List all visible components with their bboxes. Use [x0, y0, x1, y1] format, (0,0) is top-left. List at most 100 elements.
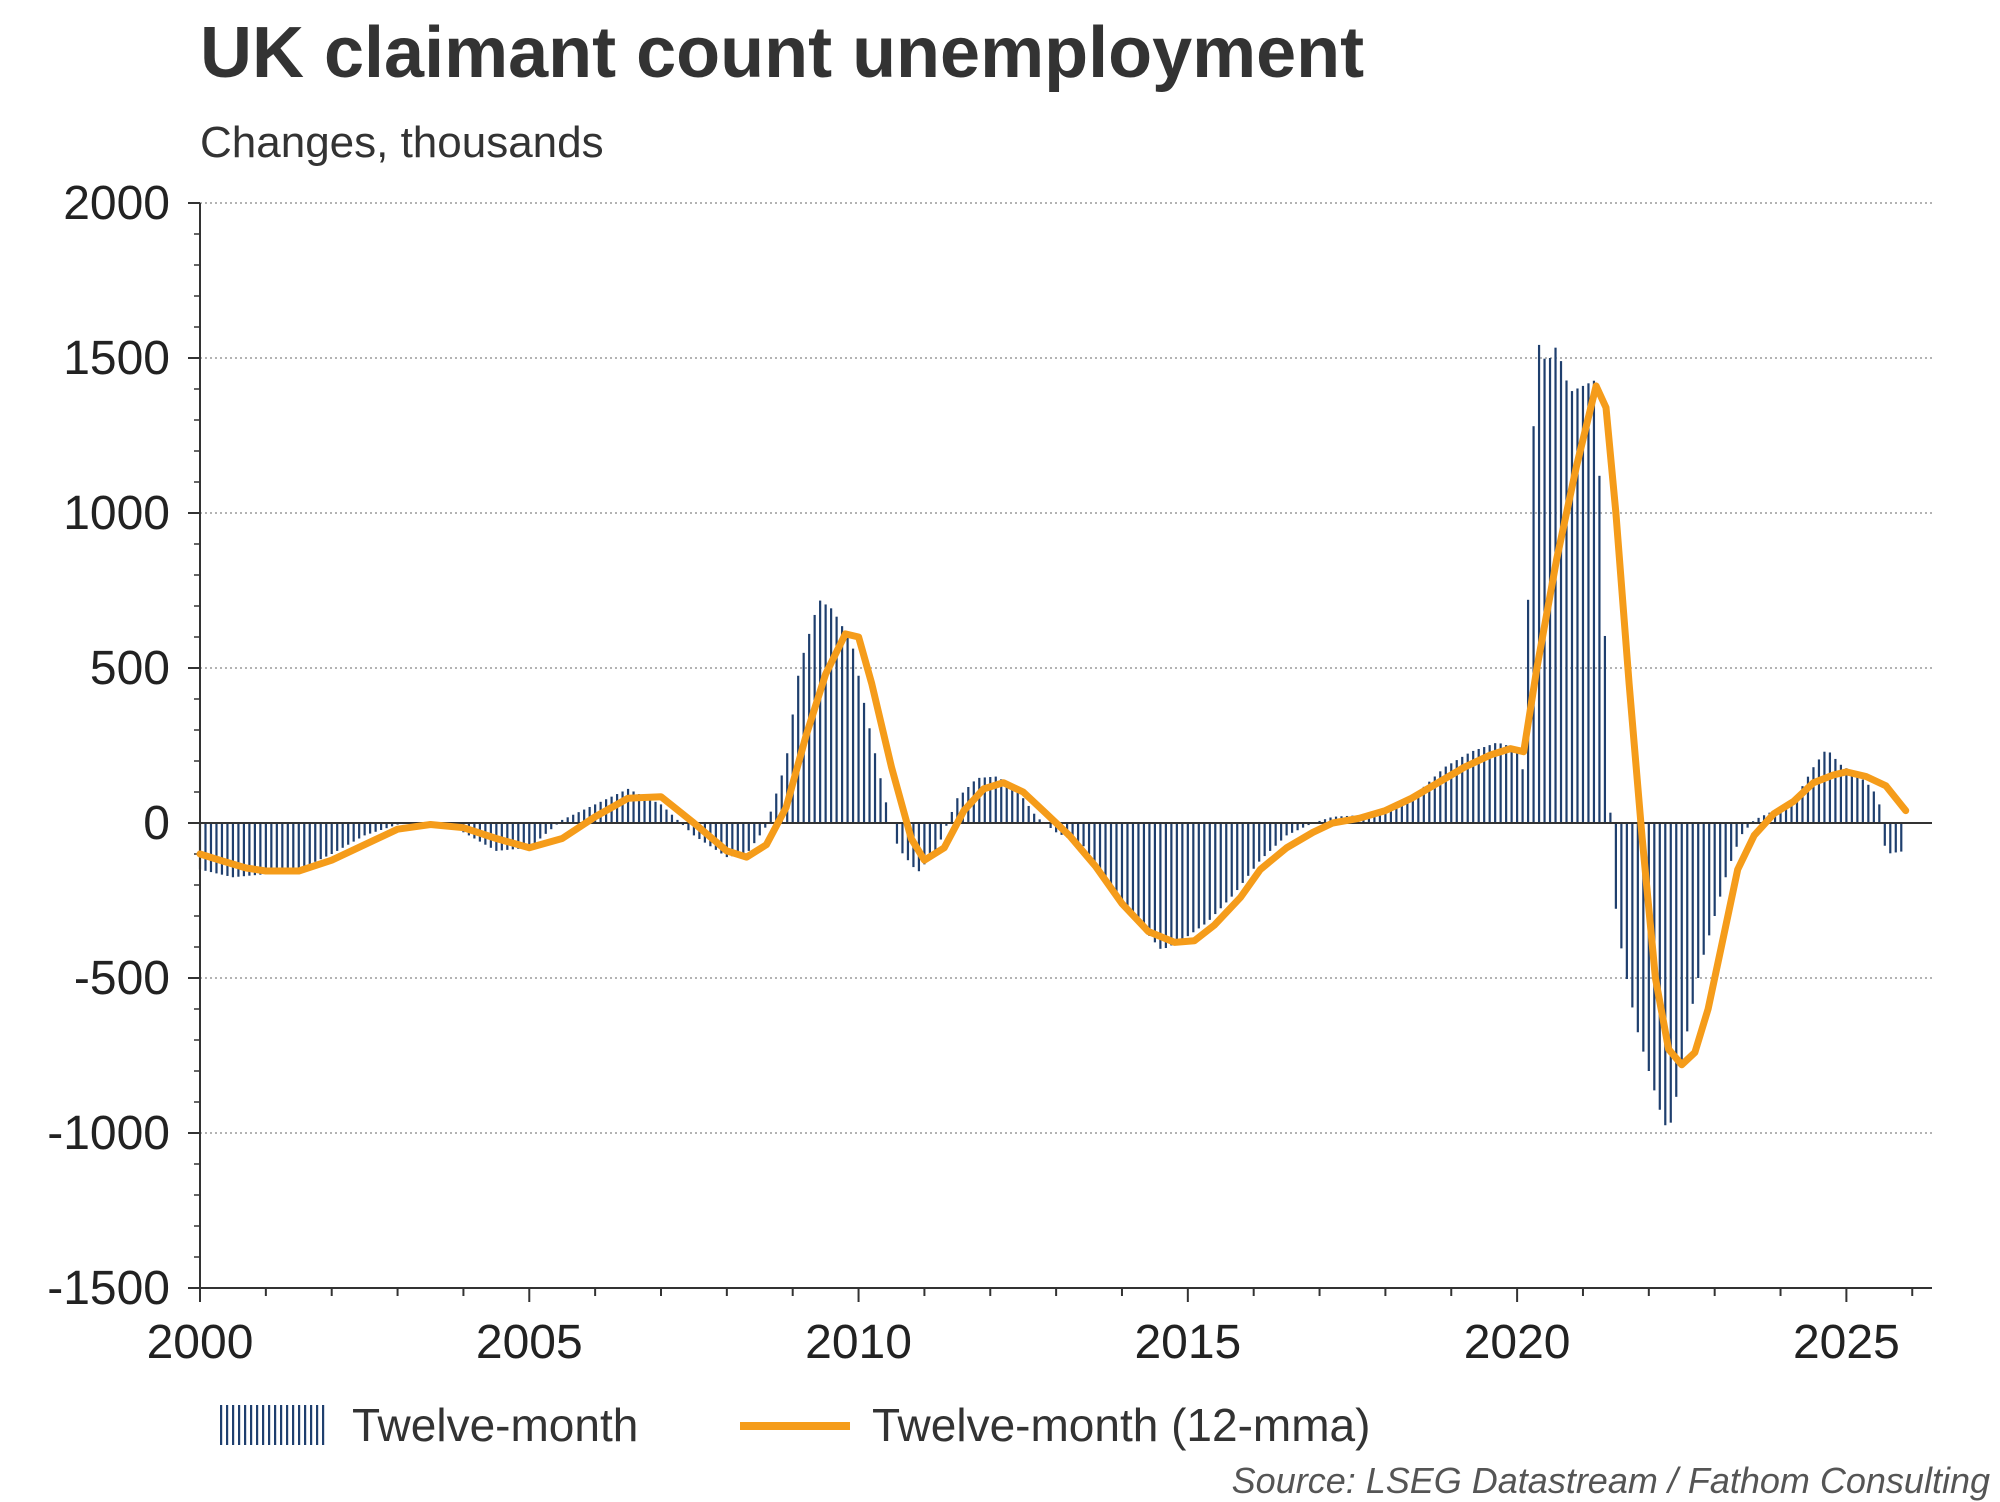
bar — [945, 823, 948, 826]
bar — [1098, 823, 1102, 870]
bar — [1241, 823, 1244, 883]
bar — [1730, 823, 1733, 861]
bar — [901, 823, 904, 854]
bar — [1609, 812, 1612, 823]
bar — [1378, 809, 1382, 823]
bar — [1483, 747, 1486, 823]
bar — [1790, 802, 1793, 823]
bar — [1142, 823, 1146, 930]
bar — [1889, 823, 1892, 854]
gridlines — [200, 202, 1932, 1134]
bar — [714, 823, 717, 850]
bar — [1631, 823, 1634, 1008]
bar — [522, 823, 525, 849]
bar — [1883, 823, 1886, 846]
bar — [1642, 823, 1645, 1052]
bar — [637, 794, 641, 823]
bar — [626, 788, 630, 823]
bar — [1680, 823, 1683, 1066]
bar — [720, 823, 723, 854]
bar — [1422, 786, 1425, 823]
bar — [1806, 776, 1810, 823]
bar — [1647, 823, 1650, 1071]
bar — [1274, 823, 1277, 846]
bar — [1839, 764, 1842, 823]
y-tick-label: 500 — [90, 642, 170, 695]
bar — [220, 823, 224, 875]
bar — [1581, 385, 1585, 823]
bar — [204, 823, 207, 871]
bar — [1559, 361, 1563, 823]
bar — [1400, 799, 1403, 823]
bar-series-twelve-month — [198, 344, 1903, 1126]
bar — [286, 823, 289, 872]
bar — [1016, 790, 1019, 823]
bar — [676, 819, 679, 823]
line-series-12mma — [196, 382, 1910, 1069]
bar — [742, 823, 745, 855]
bar — [1076, 823, 1080, 843]
bar — [297, 823, 300, 870]
bar — [1318, 820, 1321, 823]
bar — [835, 616, 838, 823]
bar — [1269, 823, 1272, 851]
bar — [1170, 823, 1173, 946]
bar — [1494, 743, 1497, 823]
bar — [1516, 748, 1519, 823]
source-note: Source: LSEG Datastream / Fathom Consult… — [1231, 1460, 1990, 1501]
bar — [956, 798, 959, 823]
bar — [1724, 823, 1727, 878]
bar — [1746, 823, 1749, 828]
bar — [906, 823, 910, 861]
bar — [1247, 823, 1250, 876]
bar — [1510, 746, 1513, 823]
bar — [1219, 823, 1222, 909]
bar — [347, 823, 350, 845]
bar — [1301, 823, 1305, 828]
bar — [862, 702, 866, 823]
bar — [1532, 426, 1535, 823]
chart-subtitle: Changes, thousands — [200, 118, 604, 167]
bar — [1444, 766, 1447, 823]
bar — [857, 675, 860, 823]
bar — [1005, 782, 1008, 823]
bar — [1208, 823, 1211, 920]
bar — [1049, 823, 1052, 828]
bar — [1296, 823, 1299, 831]
bar — [1175, 823, 1178, 943]
bar — [648, 799, 652, 823]
bar — [1000, 779, 1003, 823]
bar — [747, 823, 750, 851]
bar — [1713, 823, 1716, 916]
bar — [950, 811, 953, 823]
bar — [1307, 823, 1310, 826]
bar — [1466, 753, 1469, 823]
bar — [1779, 807, 1782, 823]
bar — [1120, 823, 1124, 901]
bar — [1697, 823, 1700, 978]
bar — [352, 823, 355, 842]
bar — [884, 802, 888, 823]
bar — [1620, 823, 1623, 949]
bar — [1823, 751, 1826, 823]
legend-swatch-bars — [226, 1405, 229, 1445]
bar — [1735, 823, 1738, 847]
bar — [539, 823, 542, 839]
x-tick-label: 2025 — [1793, 1316, 1900, 1369]
bar — [1159, 823, 1162, 949]
bar — [1757, 817, 1760, 823]
bar — [928, 823, 931, 858]
bar — [764, 823, 767, 828]
bar — [226, 823, 229, 876]
bar — [830, 608, 833, 823]
y-tick-label: 2000 — [63, 177, 170, 230]
bar — [1817, 759, 1821, 823]
bar — [615, 794, 619, 823]
bar — [1675, 823, 1678, 1097]
bar — [1214, 823, 1217, 915]
bar — [1537, 344, 1541, 823]
legend-label-twelve-month: Twelve-month — [352, 1399, 638, 1451]
y-tick-label: -1500 — [47, 1262, 170, 1315]
bar — [369, 823, 372, 834]
